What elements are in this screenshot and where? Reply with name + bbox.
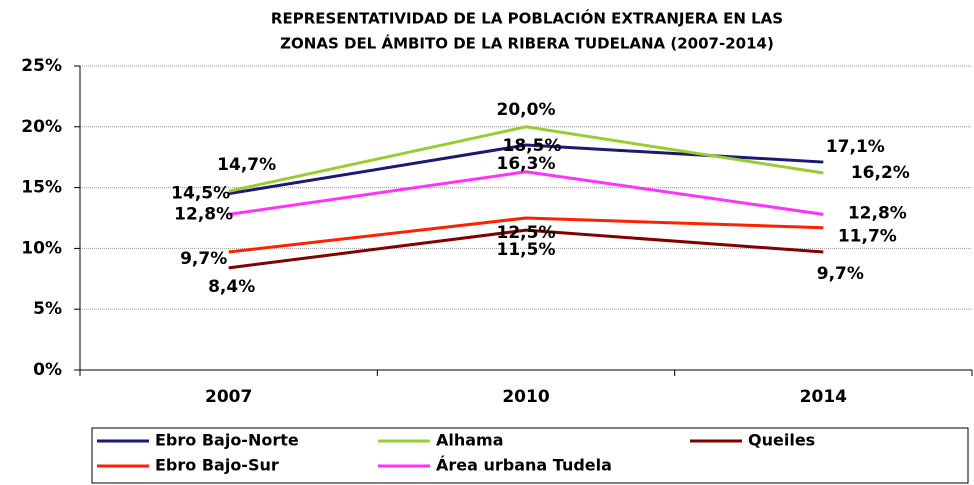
data-label: 14,7% [217,155,276,175]
x-tick-label: 2007 [205,387,252,407]
data-label: 16,3% [497,154,556,174]
chart-title: REPRESENTATIVIDAD DE LA POBLACIÓN EXTRAN… [271,9,783,28]
y-tick-label: 25% [21,56,62,76]
data-label: 18,5% [503,136,562,156]
series-line [228,216,824,254]
data-label: 16,2% [851,163,910,183]
data-label: 17,1% [826,137,885,157]
data-label: 11,5% [497,240,556,260]
data-label: 14,5% [171,184,230,204]
y-tick-label: 20% [21,117,62,137]
legend-label: Alhama [436,431,504,450]
legend-label: Ebro Bajo-Norte [155,431,299,450]
data-label: 12,5% [497,223,556,243]
series-line [228,170,824,216]
data-label: 9,7% [180,249,227,269]
y-tick-label: 10% [21,238,62,258]
legend-label: Queiles [748,431,815,450]
data-label: 11,7% [838,227,897,247]
x-tick-label: 2010 [502,387,549,407]
chart-title: ZONAS DEL ÁMBITO DE LA RIBERA TUDELANA (… [280,34,774,53]
series-line [228,228,824,270]
series-line [228,125,824,193]
data-label: 9,7% [817,264,864,284]
x-tick-label: 2014 [800,387,847,407]
y-tick-label: 0% [33,360,62,380]
data-label: 12,8% [174,204,233,224]
legend-label: Ebro Bajo-Sur [155,456,279,475]
y-tick-label: 15% [21,178,62,198]
data-label: 12,8% [848,203,907,223]
data-label: 20,0% [497,100,556,120]
y-tick-label: 5% [33,299,62,319]
legend-label: Área urbana Tudela [436,456,612,475]
legend-box [91,427,969,484]
data-label: 8,4% [208,277,255,297]
